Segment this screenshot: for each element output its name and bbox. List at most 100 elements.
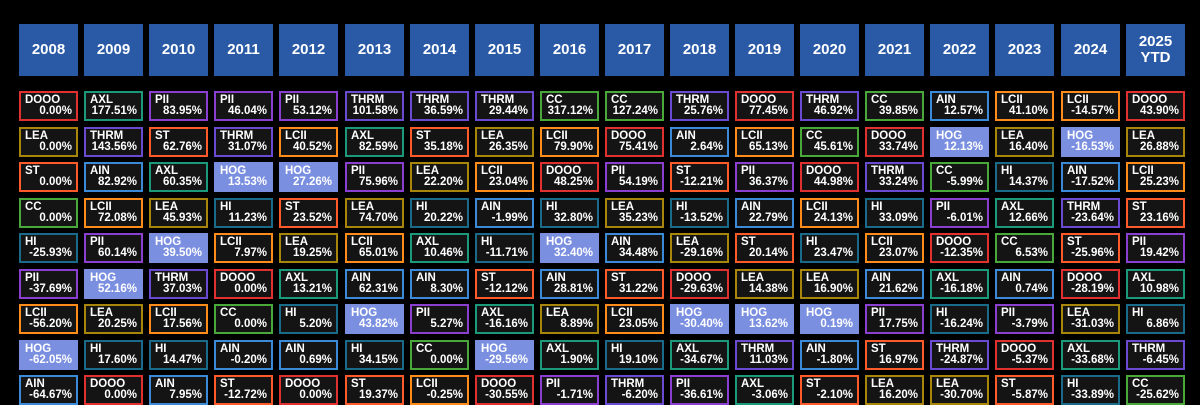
- ticker-label: CC: [806, 130, 823, 142]
- return-cell: AIN 62.31%: [345, 269, 404, 299]
- return-value: 23.52%: [292, 212, 332, 224]
- return-value: 20.14%: [748, 247, 788, 259]
- ticker-label: AIN: [155, 378, 175, 390]
- ticker-label: AIN: [871, 272, 891, 284]
- ticker-label: AIN: [285, 343, 305, 355]
- return-cell: HOG 13.62%: [735, 304, 794, 334]
- return-value: 36.59%: [423, 105, 463, 117]
- ticker-label: HI: [416, 201, 428, 213]
- ticker-label: LCII: [481, 165, 503, 177]
- return-value: 16.40%: [1008, 141, 1048, 153]
- return-value: 16.97%: [878, 354, 918, 366]
- return-value: -33.89%: [1071, 389, 1114, 401]
- ticker-label: AIN: [90, 165, 110, 177]
- return-value: -16.16%: [485, 318, 528, 330]
- return-cell: LCII 65.01%: [345, 233, 404, 263]
- ticker-label: PII: [611, 165, 626, 177]
- return-value: -6.20%: [621, 389, 658, 401]
- ticker-label: HOG: [481, 343, 508, 355]
- ticker-label: LEA: [806, 272, 829, 284]
- ticker-label: THRM: [1132, 343, 1166, 355]
- return-cell: CC -5.99%: [930, 162, 989, 192]
- ticker-label: AXL: [741, 378, 764, 390]
- ticker-label: AIN: [546, 272, 566, 284]
- ticker-label: HI: [1132, 307, 1144, 319]
- return-cell: THRM -23.64%: [1061, 198, 1120, 228]
- return-cell: HI 11.23%: [214, 198, 273, 228]
- return-cell: PII -3.79%: [995, 304, 1054, 334]
- return-cell: HI 20.22%: [410, 198, 469, 228]
- ticker-label: LCII: [1132, 165, 1154, 177]
- return-cell: PII 19.42%: [1126, 233, 1185, 263]
- return-cell: LCII -0.25%: [410, 375, 469, 405]
- return-value: 75.41%: [618, 141, 658, 153]
- year-header: 2014: [410, 24, 469, 76]
- ticker-label: THRM: [155, 272, 189, 284]
- return-cell: AXL -3.06%: [735, 375, 794, 405]
- return-value: -14.57%: [1071, 105, 1114, 117]
- return-cell: AIN 0.69%: [279, 340, 338, 370]
- return-cell: ST 23.16%: [1126, 198, 1185, 228]
- return-cell: DOOO 44.98%: [800, 162, 859, 192]
- return-value: -6.01%: [946, 212, 983, 224]
- ticker-label: PII: [546, 378, 561, 390]
- return-value: 6.53%: [1015, 247, 1048, 259]
- return-value: -36.61%: [680, 389, 723, 401]
- ticker-label: HI: [806, 236, 818, 248]
- ticker-label: ST: [1001, 378, 1016, 390]
- ticker-label: LCII: [1067, 94, 1089, 106]
- ticker-label: HOG: [90, 272, 117, 284]
- return-cell: CC 0.00%: [19, 198, 78, 228]
- return-value: -25.93%: [29, 247, 72, 259]
- return-value: -13.52%: [680, 212, 723, 224]
- return-cell: LEA 0.00%: [19, 127, 78, 157]
- ticker-label: THRM: [936, 343, 970, 355]
- return-cell: HOG 13.53%: [214, 162, 273, 192]
- ticker-label: CC: [25, 201, 42, 213]
- return-cell: AIN -17.52%: [1061, 162, 1120, 192]
- return-cell: ST 23.52%: [279, 198, 338, 228]
- return-value: 37.03%: [162, 283, 202, 295]
- return-value: -28.19%: [1071, 283, 1114, 295]
- year-header: 2023: [995, 24, 1054, 76]
- return-cell: LEA -31.03%: [1061, 304, 1120, 334]
- return-value: 7.95%: [169, 389, 202, 401]
- return-value: 0.00%: [39, 105, 72, 117]
- return-value: 35.23%: [618, 212, 658, 224]
- year-header: 2015: [475, 24, 534, 76]
- ticker-label: HI: [611, 343, 623, 355]
- return-cell: AIN 21.62%: [865, 269, 924, 299]
- return-value: -12.21%: [680, 176, 723, 188]
- ticker-label: LEA: [1067, 307, 1090, 319]
- ticker-label: DOOO: [676, 272, 712, 284]
- return-value: -25.62%: [1136, 389, 1179, 401]
- return-value: -3.79%: [1011, 318, 1048, 330]
- return-value: 74.70%: [358, 212, 398, 224]
- return-value: 0.00%: [299, 389, 332, 401]
- ticker-label: PII: [1132, 236, 1147, 248]
- return-value: 127.24%: [612, 105, 658, 117]
- return-value: 11.03%: [749, 354, 788, 366]
- year-header: 2011: [214, 24, 273, 76]
- return-value: 177.51%: [91, 105, 137, 117]
- return-value: 5.27%: [430, 318, 463, 330]
- return-value: -37.69%: [29, 283, 72, 295]
- ticker-label: HOG: [806, 307, 833, 319]
- ticker-label: CC: [936, 165, 953, 177]
- return-value: -33.68%: [1071, 354, 1114, 366]
- ticker-label: ST: [806, 378, 821, 390]
- return-value: 82.92%: [97, 176, 137, 188]
- return-value: 62.76%: [162, 141, 202, 153]
- return-value: 19.10%: [618, 354, 658, 366]
- ticker-label: DOOO: [871, 130, 907, 142]
- return-cell: HI 5.20%: [279, 304, 338, 334]
- ticker-label: LCII: [351, 236, 373, 248]
- year-header: 2012: [279, 24, 338, 76]
- return-value: 33.24%: [878, 176, 918, 188]
- return-value: 17.60%: [97, 354, 137, 366]
- return-value: 12.66%: [1008, 212, 1048, 224]
- return-value: 28.81%: [553, 283, 593, 295]
- return-value: 82.59%: [358, 141, 398, 153]
- return-value: 60.35%: [162, 176, 202, 188]
- return-value: 16.20%: [878, 389, 918, 401]
